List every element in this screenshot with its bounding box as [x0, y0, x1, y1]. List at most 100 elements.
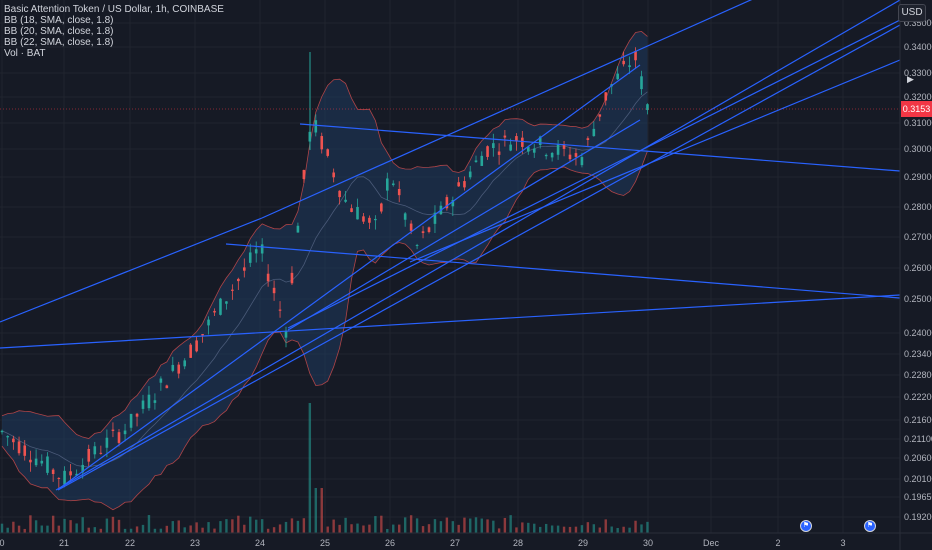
candle-body	[492, 143, 495, 149]
volume-bar	[427, 524, 431, 533]
volume-bar	[302, 518, 306, 533]
candle-body	[332, 172, 335, 178]
candle-body	[165, 385, 169, 389]
volume-bar	[568, 526, 572, 533]
volume-bar	[171, 521, 174, 533]
volume-bar	[12, 521, 15, 533]
volume-bar	[409, 515, 413, 533]
event-flag-icon[interactable]: ⚑	[800, 520, 812, 532]
volume-bar	[296, 520, 300, 533]
candle-body	[0, 430, 4, 433]
volume-bar	[17, 525, 21, 533]
symbol-title[interactable]: Basic Attention Token / US Dollar, 1h, C…	[4, 4, 224, 15]
candle-body	[368, 217, 371, 223]
trend-line	[57, 24, 901, 491]
candle-body	[616, 73, 619, 80]
candle-body	[409, 223, 413, 231]
volume-bar	[574, 526, 578, 533]
candle-body	[397, 189, 401, 196]
volume-bar	[135, 526, 139, 533]
volume-bar	[550, 525, 554, 533]
time-tick-label: 24	[255, 538, 265, 548]
volume-bar	[219, 521, 222, 533]
volume-bar	[159, 528, 163, 533]
candle-body	[427, 227, 431, 232]
candle-body	[586, 138, 590, 140]
indicator-bb-18[interactable]: BB (18, SMA, close, 1.8)	[4, 15, 114, 26]
volume-bar	[580, 525, 584, 533]
candle-body	[29, 459, 32, 463]
candle-body	[129, 413, 133, 428]
last-price-tag: 0.3153	[901, 101, 932, 117]
candle-body	[171, 364, 175, 371]
candle-body	[296, 225, 300, 233]
volume-bar	[29, 515, 32, 533]
candle-body	[580, 157, 584, 166]
volume-bar	[225, 519, 228, 533]
volume-bar	[415, 518, 419, 533]
candle-body	[105, 437, 109, 448]
volume-bar	[147, 515, 151, 533]
volume-bar	[544, 523, 548, 533]
event-flag-icon[interactable]: ⚑	[864, 520, 876, 532]
bollinger-upper	[1, 30, 648, 439]
candle-body	[532, 148, 536, 153]
volume-bar	[433, 519, 437, 533]
volume-bar	[81, 517, 84, 533]
volume-bar	[469, 518, 472, 533]
volume-bar	[492, 520, 495, 533]
volume-bar	[398, 524, 401, 533]
candle-body	[521, 137, 524, 147]
candle-body	[421, 231, 425, 233]
candle-body	[40, 460, 44, 464]
candle-body	[628, 65, 631, 68]
candle-body	[503, 135, 507, 138]
volume-bar	[308, 403, 312, 533]
candle-body	[57, 477, 61, 479]
candle-body	[69, 471, 72, 476]
volume-bar	[326, 526, 329, 533]
candle-body	[17, 441, 21, 454]
indicator-bb-20[interactable]: BB (20, SMA, close, 1.8)	[4, 26, 114, 37]
volume-bar	[598, 527, 601, 533]
volume-bar	[46, 525, 49, 533]
volume-bar	[117, 519, 121, 533]
time-tick-label: 25	[320, 538, 330, 548]
candle-body	[592, 128, 596, 137]
volume-bar	[509, 515, 512, 533]
candle-body	[598, 114, 602, 117]
volume-bar	[34, 520, 38, 533]
currency-selector[interactable]: USD	[898, 4, 926, 22]
volume-bar	[439, 521, 443, 533]
cursor-arrow-icon: ▶	[907, 74, 914, 84]
candle-body	[568, 154, 572, 160]
volume-bar	[69, 520, 72, 533]
volume-bar	[521, 522, 524, 533]
volume-bar	[0, 523, 4, 533]
volume-bar	[474, 517, 478, 533]
volume-bar	[105, 518, 109, 533]
indicator-volume[interactable]: Vol · BAT	[4, 48, 46, 59]
time-tick-label: Dec	[703, 538, 720, 548]
time-tick-label: 30	[643, 538, 653, 548]
candle-body	[290, 272, 294, 284]
volume-bar	[231, 519, 234, 533]
volume-bar	[99, 528, 103, 533]
trend-line	[299, 123, 901, 172]
candle-body	[195, 340, 198, 352]
indicator-bb-22[interactable]: BB (22, SMA, close, 1.8)	[4, 37, 114, 48]
candle-body	[266, 273, 270, 282]
candle-body	[391, 183, 395, 186]
candle-body	[141, 400, 145, 409]
time-tick-label: 27	[450, 538, 460, 548]
candle-body	[153, 400, 157, 403]
